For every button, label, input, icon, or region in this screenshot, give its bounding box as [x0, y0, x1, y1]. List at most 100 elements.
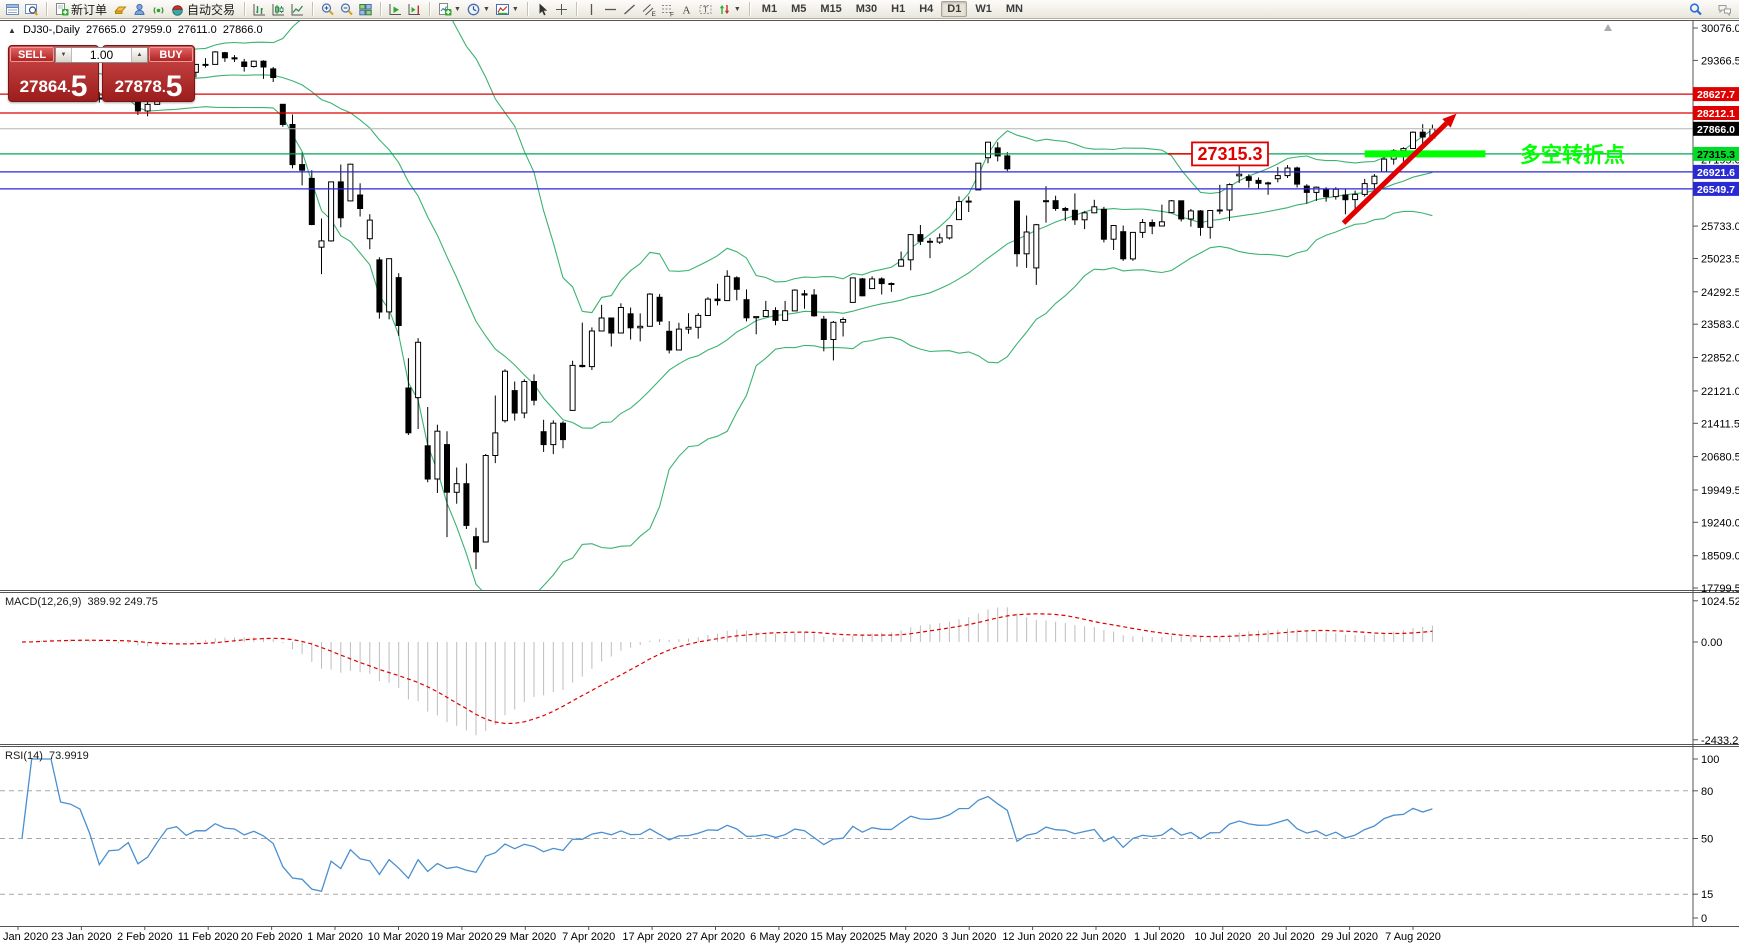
- volume-increase-button[interactable]: ▲: [131, 48, 147, 62]
- zoom-out-button[interactable]: [337, 1, 356, 18]
- rsi-pane: [0, 758, 1693, 895]
- auto-scroll-icon: [389, 3, 402, 15]
- svg-text:30076.0: 30076.0: [1701, 23, 1739, 35]
- tile-windows-button[interactable]: [356, 1, 375, 18]
- svg-text:10 Mar 2020: 10 Mar 2020: [368, 931, 430, 943]
- crosshair-button[interactable]: [552, 1, 571, 18]
- dropdown-caret-icon[interactable]: ▼: [482, 5, 490, 13]
- data-window-button[interactable]: [22, 1, 41, 18]
- svg-text:28212.1: 28212.1: [1697, 108, 1735, 120]
- zoom-in-button[interactable]: [318, 1, 337, 18]
- dropdown-caret-icon[interactable]: ▼: [454, 5, 461, 13]
- auto-scroll-button[interactable]: [386, 1, 405, 18]
- line-chart-button[interactable]: [288, 1, 307, 18]
- timeframe-m5[interactable]: M5: [791, 3, 807, 15]
- indicators-button[interactable]: [493, 1, 512, 18]
- sell-price: 27864.5: [19, 70, 88, 103]
- svg-text:19949.5: 19949.5: [1701, 485, 1739, 497]
- chat-button[interactable]: [1715, 1, 1734, 18]
- arrows-button[interactable]: [715, 1, 734, 18]
- toolbar-separator: [312, 2, 314, 16]
- timeframe-m30[interactable]: M30: [855, 3, 878, 15]
- svg-text:F: F: [670, 11, 674, 17]
- profiles-clock-button[interactable]: [464, 1, 483, 18]
- charts-list-button[interactable]: [3, 1, 22, 18]
- new-chart-button[interactable]: [435, 1, 454, 18]
- candlestick-chart-button[interactable]: [269, 1, 288, 18]
- new-order-button[interactable]: [52, 1, 71, 18]
- svg-text:29 Mar 2020: 29 Mar 2020: [494, 931, 556, 943]
- svg-text:20 Feb 2020: 20 Feb 2020: [241, 931, 303, 943]
- ohlc-high: 27959.0: [131, 24, 172, 36]
- svg-text:27 Apr 2020: 27 Apr 2020: [686, 931, 745, 943]
- timeframe-w1[interactable]: W1: [975, 3, 992, 15]
- profiles-clock-icon: [467, 3, 480, 15]
- timeframe-m15[interactable]: M15: [820, 3, 842, 15]
- text-label-button[interactable]: T: [696, 1, 715, 18]
- svg-text:24292.5: 24292.5: [1701, 287, 1739, 299]
- rsi-axis: 100 80 50 15 0: [1693, 754, 1719, 925]
- volume-input[interactable]: 1.00: [89, 48, 114, 62]
- dropdown-caret-icon[interactable]: ▼: [733, 5, 741, 13]
- signals-button[interactable]: [149, 1, 168, 18]
- community-button[interactable]: [130, 1, 149, 18]
- rsi-label: RSI(14) 73.9919: [5, 750, 89, 762]
- search-button[interactable]: [1686, 1, 1705, 18]
- timeframe-m1[interactable]: M1: [761, 3, 778, 15]
- svg-text:22852.0: 22852.0: [1701, 353, 1739, 365]
- bar-chart-button[interactable]: [250, 1, 269, 18]
- chat-icon: [1718, 5, 1731, 17]
- timeframe-h1[interactable]: H1: [891, 3, 906, 15]
- svg-text:1 Jul 2020: 1 Jul 2020: [1134, 931, 1185, 943]
- timeframe-d1[interactable]: D1: [941, 1, 968, 17]
- chart-shift-button[interactable]: [405, 1, 424, 18]
- sell-button[interactable]: SELL: [10, 47, 54, 62]
- fibonacci-button[interactable]: F: [658, 1, 677, 18]
- toolbar-separator: [526, 2, 528, 16]
- svg-text:29 Jul 2020: 29 Jul 2020: [1321, 931, 1378, 943]
- turning-point-text[interactable]: 多空转折点: [1520, 143, 1625, 167]
- indicators-icon: [495, 3, 509, 15]
- channel-button[interactable]: E: [639, 1, 658, 18]
- new-order-label[interactable]: 新订单: [71, 2, 108, 17]
- fibonacci-icon: F: [661, 4, 674, 17]
- svg-text:22 Jun 2020: 22 Jun 2020: [1066, 931, 1127, 943]
- cursor-button[interactable]: [533, 1, 552, 18]
- toolbar-separator: [380, 2, 382, 16]
- macd-values: 389.92 249.75: [87, 596, 158, 608]
- chart-shift-icon: [408, 3, 421, 15]
- svg-text:50: 50: [1701, 834, 1713, 846]
- metaquotes-button[interactable]: [111, 1, 130, 18]
- autotrading-button[interactable]: [168, 1, 187, 18]
- vertical-line-button[interactable]: [582, 1, 601, 18]
- symbol-period-label: DJ30-,Daily: [22, 24, 80, 36]
- toolbar-separator: [244, 2, 246, 16]
- svg-text:14 Jan 2020: 14 Jan 2020: [0, 931, 48, 943]
- text-button[interactable]: A: [677, 1, 696, 18]
- buy-button[interactable]: BUY: [149, 47, 193, 62]
- chart-header: ▲ DJ30-,Daily 27665.0 27959.0 27611.0 27…: [8, 24, 263, 36]
- svg-text:6 May 2020: 6 May 2020: [750, 931, 807, 943]
- svg-text:7 Apr 2020: 7 Apr 2020: [562, 931, 615, 943]
- timeframe-h4[interactable]: H4: [919, 3, 934, 15]
- zoom-in-icon: [321, 2, 334, 15]
- svg-text:27315.3: 27315.3: [1197, 144, 1262, 164]
- dropdown-caret-icon[interactable]: ▼: [511, 5, 519, 13]
- trend-arrow[interactable]: [1341, 113, 1457, 225]
- text-icon: A: [682, 4, 690, 16]
- ohlc-close: 27866.0: [222, 24, 263, 36]
- price-label-box[interactable]: 27315.3: [1168, 141, 1269, 167]
- collapse-triangle-icon[interactable]: ▲: [8, 26, 16, 35]
- trendline-button[interactable]: [620, 1, 639, 18]
- autotrading-label[interactable]: 自动交易: [187, 2, 236, 17]
- volume-decrease-button[interactable]: ▼: [56, 48, 72, 62]
- text-label-icon: T: [699, 4, 712, 14]
- svg-text:21411.5: 21411.5: [1701, 418, 1739, 430]
- svg-text:17 Apr 2020: 17 Apr 2020: [622, 931, 681, 943]
- horizontal-line-button[interactable]: [601, 1, 620, 18]
- price-axis[interactable]: 30076.029366.527195.025733.025023.524292…: [1693, 23, 1739, 595]
- volume-control: ▼ 1.00 ▲: [55, 47, 148, 63]
- timeframe-mn[interactable]: MN: [1005, 3, 1023, 15]
